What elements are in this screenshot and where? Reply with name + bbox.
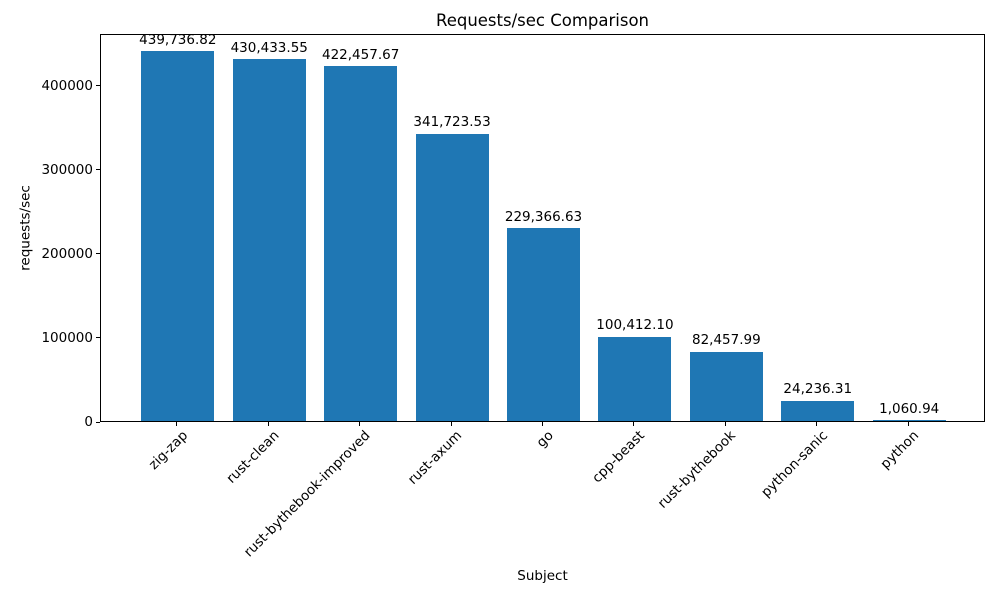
bar-value-label: 341,723.53 — [413, 114, 491, 131]
bar-rust-bythebook — [689, 351, 763, 421]
y-tick-label: 100000 — [41, 329, 93, 346]
x-tick-label: rust-bythebook — [655, 427, 740, 512]
x-tick-label: rust-clean — [223, 427, 283, 487]
bar-value-label: 430,433.55 — [230, 39, 308, 56]
y-tick — [96, 169, 100, 171]
bar-value-label: 439,736.82 — [139, 31, 217, 48]
x-tick — [359, 422, 361, 426]
bar-go — [506, 228, 581, 421]
x-tick — [267, 422, 269, 426]
y-tick-label: 400000 — [41, 77, 93, 94]
x-tick-label: python — [877, 427, 923, 473]
x-tick — [176, 422, 178, 426]
x-tick-label: go — [533, 427, 557, 451]
x-tick — [633, 422, 635, 426]
bar-value-label: 1,060.94 — [879, 400, 940, 417]
bar-value-label: 100,412.10 — [596, 317, 674, 334]
x-axis-label: Subject — [517, 568, 568, 584]
bar-rust-clean — [232, 59, 306, 421]
bar-cpp-beast — [598, 336, 672, 421]
chart-title: Requests/sec Comparison — [435, 11, 650, 30]
x-tick — [450, 422, 452, 426]
x-tick — [816, 422, 818, 426]
plot-area: 439,736.82 430,433.55 422,457.67 341,723.53… — [100, 31, 985, 422]
y-tick-label: 300000 — [41, 161, 93, 178]
bar-value-label: 82,457.99 — [691, 332, 761, 349]
y-tick — [96, 253, 100, 255]
bar-python — [872, 420, 946, 421]
bar-zig-zap — [141, 51, 215, 421]
y-tick-label: 0 — [84, 414, 93, 430]
bar-rust-bythebook-improved — [324, 66, 398, 421]
x-tick — [907, 422, 909, 426]
x-tick-label: python-sanic — [757, 427, 831, 501]
y-axis-label: requests/sec — [17, 185, 34, 271]
y-tick — [96, 85, 100, 87]
x-tick-label: rust-axum — [404, 427, 465, 488]
bar-python-sanic — [781, 400, 855, 421]
y-tick — [96, 421, 100, 423]
x-tick — [542, 422, 543, 426]
bar-rust-axum — [415, 133, 489, 421]
y-tick-label: 200000 — [41, 245, 93, 262]
x-tick — [724, 422, 726, 426]
bar-value-label: 422,457.67 — [321, 46, 400, 63]
bar-value-label: 229,366.63 — [504, 208, 583, 225]
x-tick-label: cpp-beast — [589, 427, 648, 487]
bar-value-label: 24,236.31 — [783, 381, 853, 398]
x-tick-label: zig-zap — [145, 427, 191, 473]
y-tick — [96, 337, 100, 339]
